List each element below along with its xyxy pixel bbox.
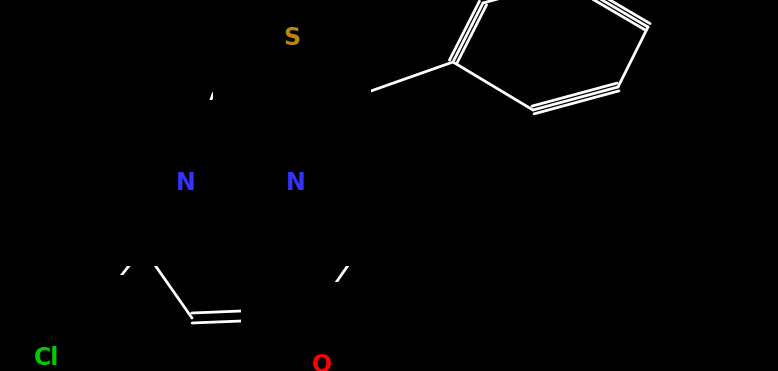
Text: N: N bbox=[286, 171, 306, 195]
Text: S: S bbox=[283, 26, 300, 50]
Text: N: N bbox=[176, 171, 196, 195]
Text: O: O bbox=[312, 353, 332, 371]
Text: Cl: Cl bbox=[34, 346, 60, 370]
